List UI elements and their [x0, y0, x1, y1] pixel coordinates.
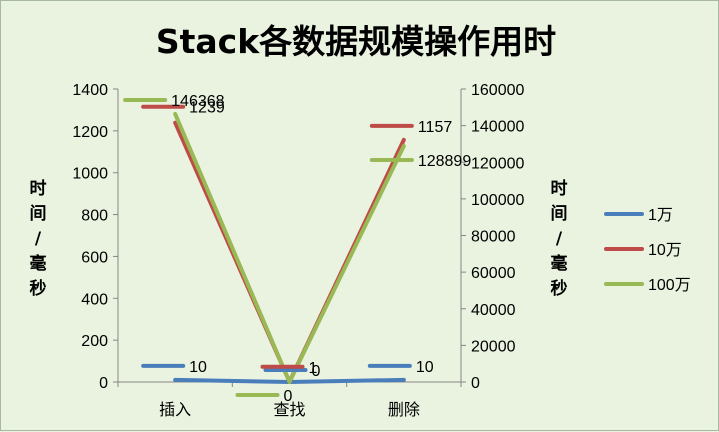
legend-label: 10万 [648, 242, 682, 259]
y-tick-label: 1200 [72, 124, 108, 141]
y-axis-title-char: 时 [30, 179, 47, 199]
y-axis-title-char: 间 [30, 203, 47, 224]
y-tick-label: 0 [99, 375, 108, 392]
chart-title: Stack各数据规模操作用时 [156, 22, 556, 61]
y2-axis-title: 时间 / 毫秒 [551, 179, 568, 299]
y-axis-title-char: 毫 [30, 253, 47, 274]
data-label: 0 [312, 363, 321, 380]
data-label: 0 [284, 388, 293, 405]
y-axis-title: 时间 / 毫秒 [30, 179, 47, 299]
y2-axis-title-char: 秒 [551, 278, 568, 299]
y2-tick-label: 100000 [471, 192, 524, 209]
y2-tick-label: 120000 [471, 155, 524, 172]
y2-tick-label: 20000 [471, 338, 516, 355]
y2-tick-label: 40000 [471, 302, 516, 319]
x-tick-label: 查找 [273, 401, 305, 419]
y2-tick-label: 160000 [471, 82, 524, 99]
y2-tick-label: 0 [471, 375, 480, 392]
series-line [173, 120, 406, 384]
y2-tick-label: 60000 [471, 265, 516, 282]
data-label: 1 [309, 360, 318, 377]
y-tick-label: 800 [81, 208, 108, 225]
y2-axis-title-char: / [556, 229, 563, 249]
data-label: 1239 [189, 100, 225, 117]
data-label: 10 [416, 359, 434, 376]
data-label: 128899 [418, 153, 471, 170]
legend-label: 100万 [648, 277, 691, 294]
y2-axis-title-char: 时 [551, 179, 568, 199]
x-tick-label: 插入 [159, 401, 191, 419]
x-tick-label: 删除 [388, 401, 420, 419]
y2-axis-title-char: 毫 [551, 253, 568, 274]
y2-tick-label: 80000 [471, 229, 516, 246]
y-tick-label: 600 [81, 249, 108, 266]
y2-tick-label: 140000 [471, 119, 524, 136]
legend-label: 1万 [648, 207, 673, 224]
y2-axis-title-char: 间 [551, 203, 568, 224]
y-tick-label: 200 [81, 333, 108, 350]
y-tick-label: 400 [81, 291, 108, 308]
y-tick-label: 1400 [72, 82, 108, 99]
y-tick-label: 1000 [72, 166, 108, 183]
data-label: 1157 [418, 119, 453, 136]
y-axis-title-char: 秒 [30, 278, 47, 299]
data-label: 146368 [171, 93, 224, 110]
data-label: 10 [189, 359, 207, 376]
series-line [173, 111, 406, 384]
y-axis-title-char: / [35, 229, 42, 249]
